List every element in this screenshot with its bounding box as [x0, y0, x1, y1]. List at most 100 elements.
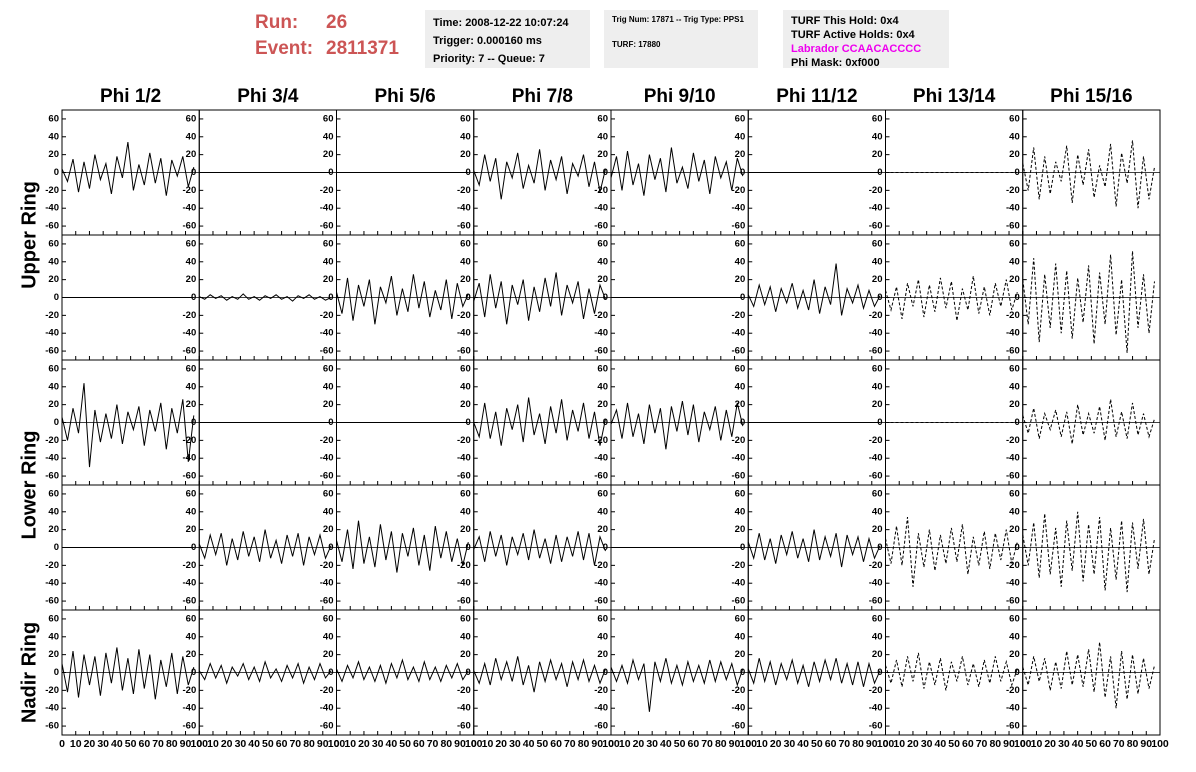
y-tick-label: -40	[732, 703, 746, 714]
y-tick-label: 40	[48, 631, 59, 642]
y-tick-label: -20	[45, 560, 59, 571]
y-tick-label: 0	[1014, 167, 1019, 178]
y-tick-label: -60	[594, 221, 608, 232]
waveform	[610, 658, 744, 712]
y-tick-label: -40	[45, 703, 59, 714]
y-tick-label: -20	[594, 435, 608, 446]
y-tick-label: 40	[735, 131, 746, 142]
y-tick-label: -40	[869, 453, 883, 464]
y-tick-label: -20	[869, 685, 883, 696]
x-tick-label: 30	[235, 738, 247, 750]
x-tick-label: 10	[893, 738, 905, 750]
y-tick-label: 20	[48, 149, 59, 160]
x-tick-label: 50	[537, 738, 549, 750]
y-tick-label: 0	[740, 167, 745, 178]
x-tick-label: 70	[152, 738, 164, 750]
y-tick-label: -20	[183, 435, 197, 446]
trigger: Trigger: 0.000160 ms	[433, 35, 542, 47]
y-tick-label: -40	[320, 203, 334, 214]
y-tick-label: -20	[320, 685, 334, 696]
y-tick-label: 40	[186, 631, 197, 642]
y-tick-label: -20	[732, 185, 746, 196]
y-tick-label: -40	[457, 203, 471, 214]
y-tick-label: -20	[45, 435, 59, 446]
y-tick-label: 20	[323, 524, 334, 535]
y-tick-label: -40	[594, 203, 608, 214]
y-tick-label: 20	[460, 649, 471, 660]
y-tick-label: 0	[1014, 542, 1019, 553]
y-tick-label: 40	[1009, 631, 1020, 642]
x-tick-label: 10	[756, 738, 768, 750]
y-tick-label: -20	[457, 685, 471, 696]
waveform	[610, 147, 744, 196]
y-tick-label: 60	[872, 238, 883, 249]
y-tick-label: 0	[328, 667, 333, 678]
y-tick-label: -20	[732, 685, 746, 696]
y-tick-label: 20	[735, 524, 746, 535]
column-header: Phi 3/4	[237, 86, 299, 107]
trig-num: Trig Num: 17871 -- Trig Type: PPS1	[612, 15, 744, 24]
y-tick-label: -60	[732, 471, 746, 482]
y-tick-label: -40	[45, 203, 59, 214]
y-tick-label: 60	[186, 113, 197, 124]
y-tick-label: 20	[48, 274, 59, 285]
y-tick-label: -60	[869, 346, 883, 357]
y-tick-label: -60	[457, 221, 471, 232]
y-tick-label: 60	[48, 363, 59, 374]
y-tick-label: 40	[735, 256, 746, 267]
y-tick-label: 20	[1009, 524, 1020, 535]
y-tick-label: 60	[597, 238, 608, 249]
x-tick-label: 100	[877, 738, 895, 750]
y-tick-label: -20	[1006, 185, 1020, 196]
y-tick-label: -20	[594, 685, 608, 696]
y-tick-label: 60	[1009, 113, 1020, 124]
x-tick-label: 30	[646, 738, 658, 750]
column-header: Phi 9/10	[644, 86, 716, 107]
waveform	[198, 529, 332, 566]
x-tick-label: 90	[1003, 738, 1015, 750]
y-tick-label: -60	[320, 721, 334, 732]
x-tick-label: 100	[328, 738, 346, 750]
phi-mask: Phi Mask: 0xf000	[791, 57, 880, 69]
y-tick-label: 20	[323, 399, 334, 410]
y-tick-label: -60	[183, 221, 197, 232]
x-tick-label: 90	[729, 738, 741, 750]
y-tick-label: 20	[597, 149, 608, 160]
y-tick-label: 60	[1009, 238, 1020, 249]
y-tick-label: -60	[45, 596, 59, 607]
y-tick-label: -40	[457, 328, 471, 339]
y-tick-label: 60	[323, 238, 334, 249]
y-tick-label: 20	[48, 399, 59, 410]
y-tick-label: -40	[594, 703, 608, 714]
waveform	[61, 142, 195, 196]
labrador: Labrador CCAACACCCC	[791, 43, 922, 55]
x-tick-label: 90	[591, 738, 603, 750]
y-tick-label: 20	[597, 274, 608, 285]
waveform	[885, 517, 1018, 587]
x-tick-label: 70	[289, 738, 301, 750]
y-tick-label: 60	[460, 613, 471, 624]
y-tick-label: 40	[872, 506, 883, 517]
y-tick-label: -60	[320, 221, 334, 232]
x-tick-label: 80	[440, 738, 452, 750]
y-tick-label: -40	[1006, 328, 1020, 339]
x-tick-label: 80	[578, 738, 590, 750]
y-tick-label: -40	[45, 453, 59, 464]
y-tick-label: 20	[1009, 649, 1020, 660]
y-tick-label: 60	[1009, 488, 1020, 499]
column-header: Phi 11/12	[776, 86, 857, 107]
x-tick-label: 100	[1014, 738, 1032, 750]
y-tick-label: -60	[45, 721, 59, 732]
y-tick-label: -40	[320, 328, 334, 339]
y-tick-label: 0	[877, 292, 882, 303]
x-tick-label: 70	[838, 738, 850, 750]
y-tick-label: 0	[877, 667, 882, 678]
waveform	[473, 272, 606, 325]
y-tick-label: -60	[732, 346, 746, 357]
event-label: Event:	[255, 38, 314, 59]
y-tick-label: 0	[328, 292, 333, 303]
y-tick-label: 60	[872, 613, 883, 624]
x-tick-label: 90	[180, 738, 192, 750]
x-tick-label: 70	[427, 738, 439, 750]
y-tick-label: 20	[186, 649, 197, 660]
